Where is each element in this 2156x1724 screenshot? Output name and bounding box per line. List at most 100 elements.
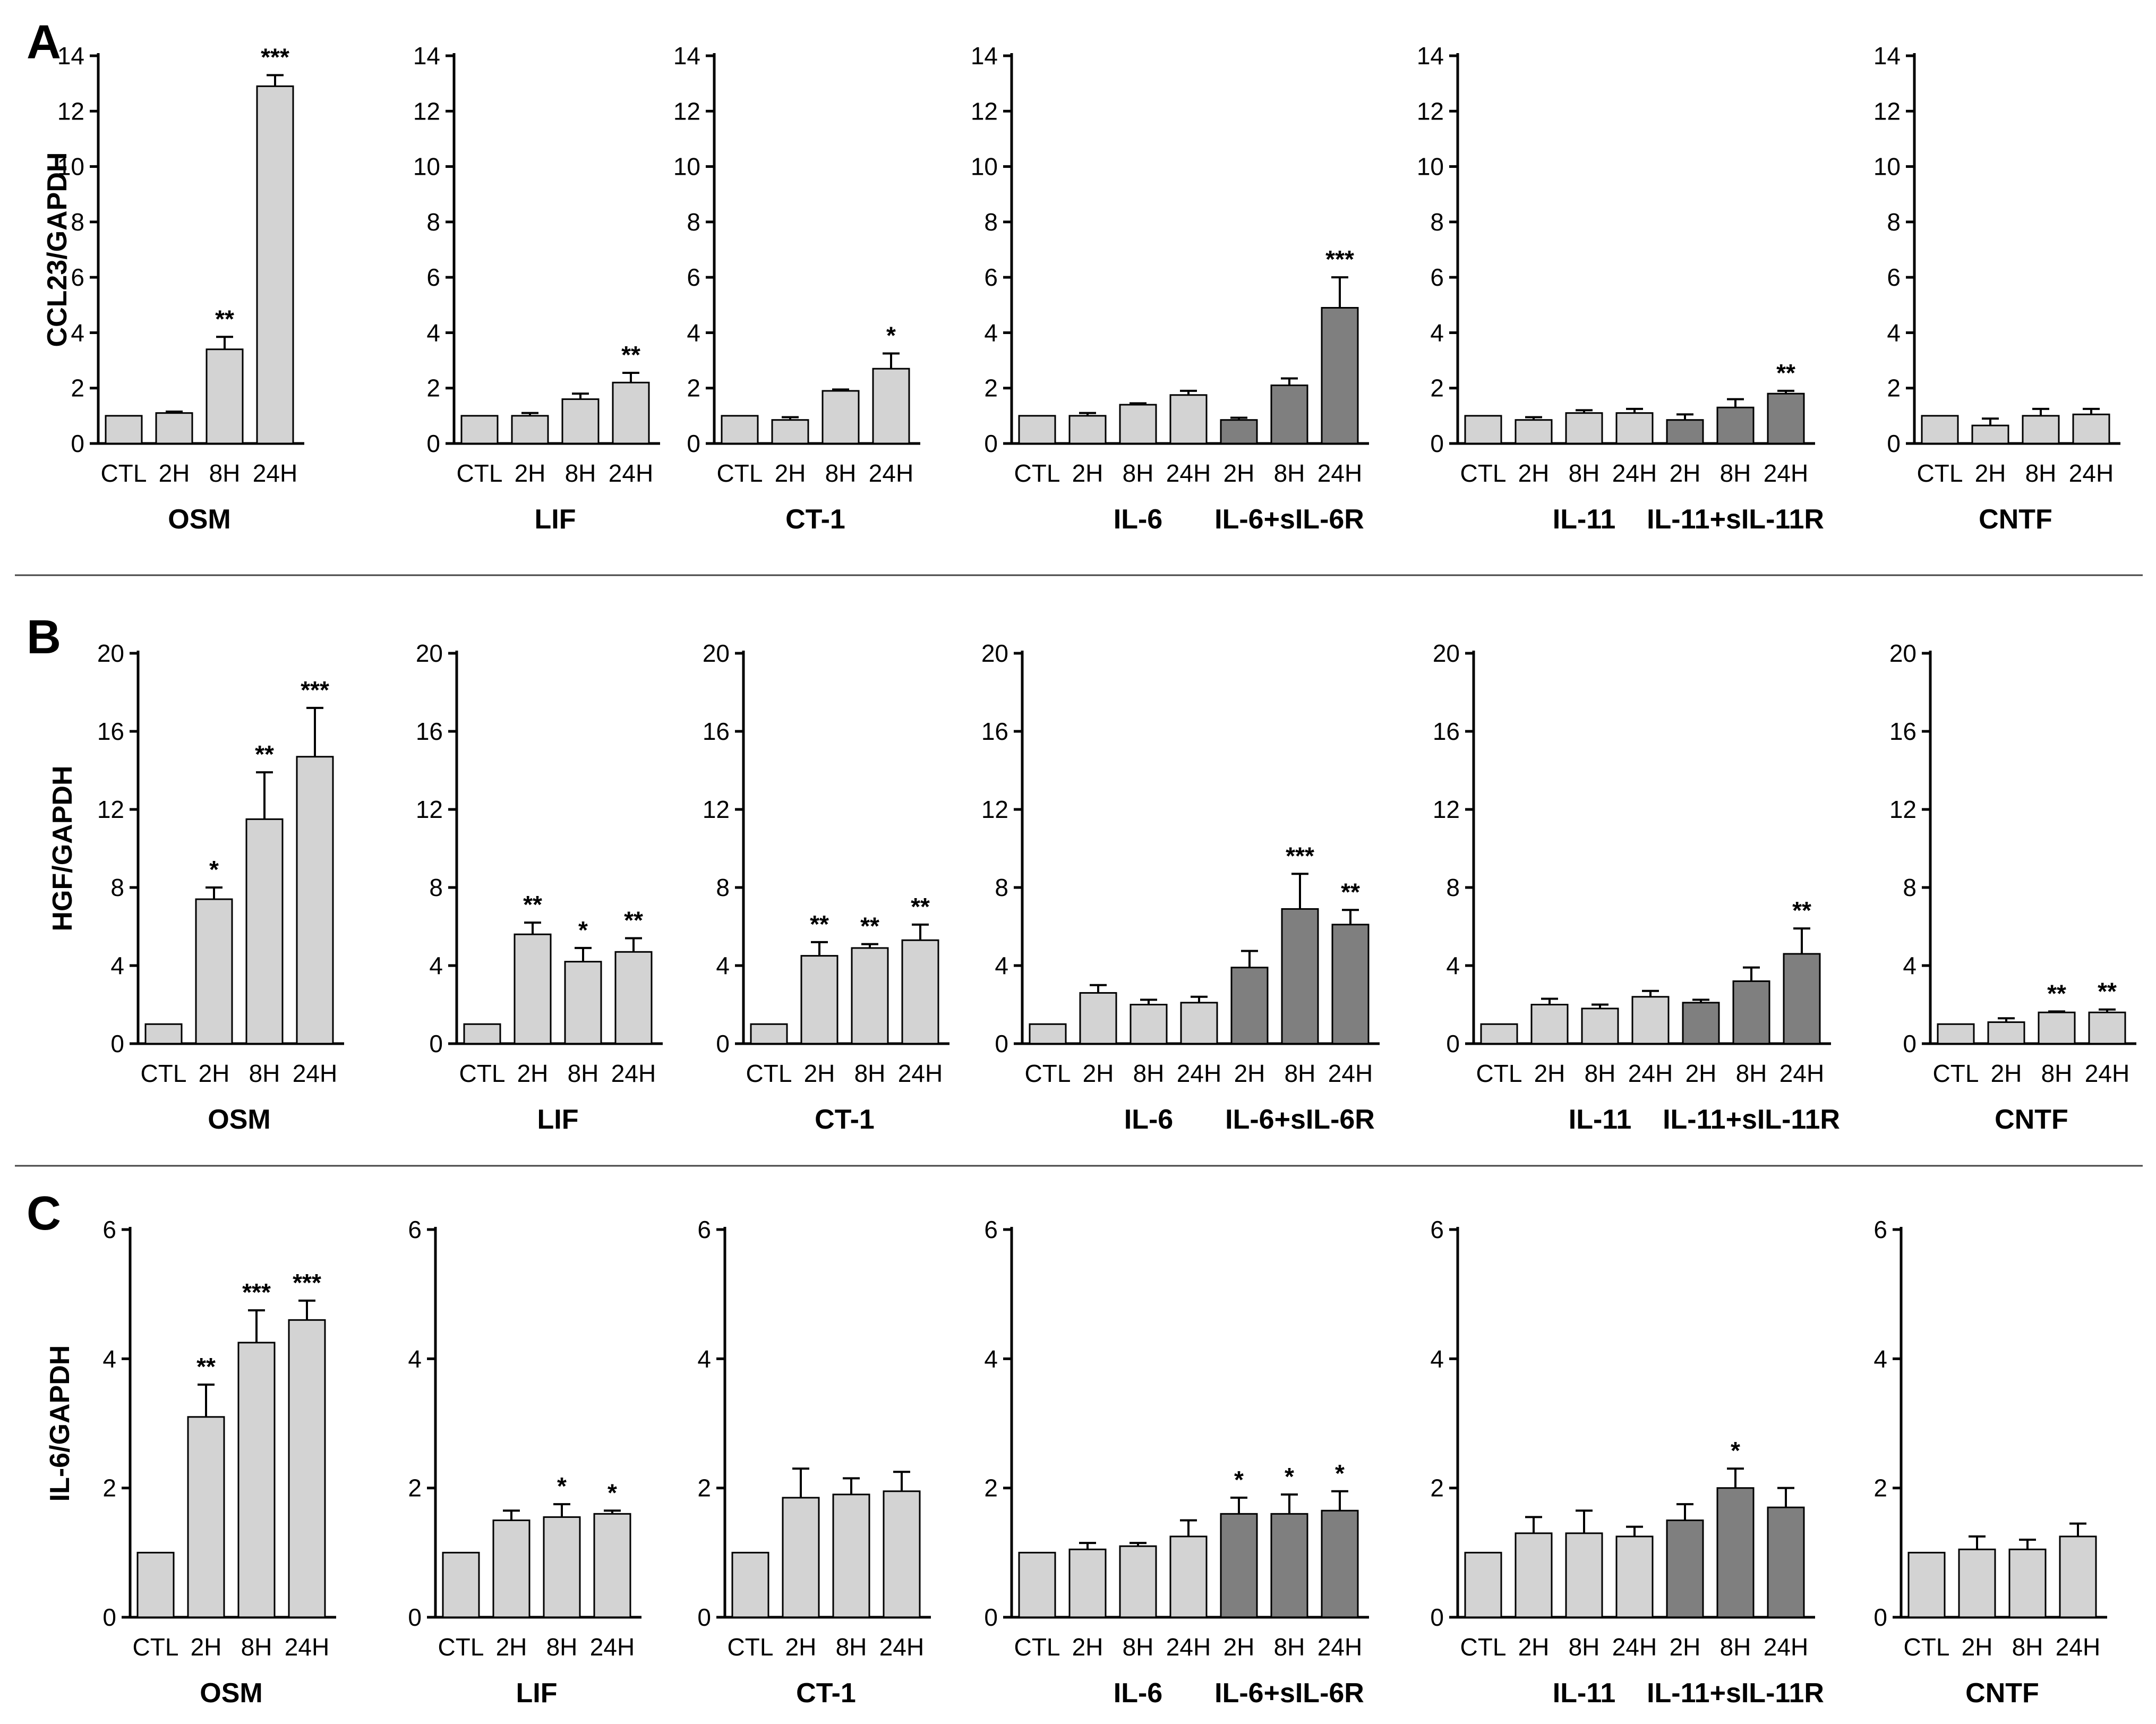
bar <box>561 398 600 445</box>
y-tick-label: 0 <box>426 430 440 457</box>
bar <box>442 1551 480 1618</box>
category-label: 8H <box>836 1633 867 1661</box>
significance-label: ** <box>2098 978 2117 1005</box>
bar <box>1270 385 1308 445</box>
bar <box>1220 419 1258 445</box>
category-label: 8H <box>1274 459 1305 487</box>
y-tick-label: 20 <box>416 639 443 667</box>
category-label: 8H <box>565 459 596 487</box>
bar <box>1565 412 1603 445</box>
category-label: 2H <box>1224 1633 1255 1661</box>
y-tick-label: 0 <box>984 1603 998 1631</box>
bar <box>1119 404 1157 445</box>
category-label: CTL <box>746 1060 792 1087</box>
y-tick-label: 4 <box>1887 319 1901 346</box>
y-tick-label: 20 <box>97 639 124 667</box>
group-label: CT-1 <box>796 1678 856 1709</box>
category-label: 2H <box>1991 1060 2022 1087</box>
significance-label: ** <box>621 341 640 369</box>
bar <box>1921 415 1959 445</box>
bar <box>296 756 334 1045</box>
group-label: CT-1 <box>785 504 845 535</box>
category-label: CTL <box>457 459 503 487</box>
category-label: 8H <box>1736 1060 1767 1087</box>
group-label: CT-1 <box>815 1104 875 1135</box>
bar <box>463 1023 501 1045</box>
significance-label: * <box>1285 1463 1294 1490</box>
y-tick-label: 0 <box>110 1030 124 1057</box>
y-tick-label: 10 <box>1417 153 1444 181</box>
group-label: OSM <box>208 1104 270 1135</box>
category-label: 2H <box>199 1060 230 1087</box>
y-tick-label: 14 <box>1873 42 1901 70</box>
category-label: 2H <box>191 1633 222 1661</box>
y-tick-label: 0 <box>102 1603 116 1631</box>
bar <box>800 955 839 1045</box>
category-label: 8H <box>1569 459 1600 487</box>
category-label: 24H <box>1764 1633 1808 1661</box>
significance-label: * <box>886 322 896 349</box>
significance-label: ** <box>215 305 234 332</box>
y-tick-label: 8 <box>429 874 443 901</box>
category-label: 2H <box>517 1060 549 1087</box>
y-tick-label: 16 <box>97 718 124 745</box>
category-label: 8H <box>1720 1633 1751 1661</box>
category-label: 24H <box>1779 1060 1824 1087</box>
significance-label: *** <box>261 44 289 71</box>
group-label: IL-11 <box>1569 1104 1632 1135</box>
bar <box>288 1319 326 1618</box>
significance-label: ** <box>911 893 930 920</box>
category-label: CTL <box>1025 1060 1071 1087</box>
y-tick-label: 4 <box>716 952 730 979</box>
bar <box>1971 424 2009 445</box>
y-tick-label: 2 <box>984 1474 998 1502</box>
category-label: 8H <box>1123 459 1154 487</box>
y-tick-label: 6 <box>697 1216 711 1243</box>
bar <box>2038 1011 2076 1045</box>
group-label: IL-6+sIL-6R <box>1214 504 1364 535</box>
y-tick-label: 4 <box>697 1345 711 1372</box>
y-tick-label: 6 <box>102 1216 116 1243</box>
category-label: 8H <box>825 459 857 487</box>
y-tick-label: 0 <box>71 430 84 457</box>
y-tick-label: 12 <box>971 97 998 125</box>
category-label: 24H <box>879 1633 924 1661</box>
bar <box>1631 996 1670 1045</box>
category-label: CTL <box>1904 1633 1950 1661</box>
y-tick-label: 4 <box>984 319 998 346</box>
category-label: 2H <box>496 1633 527 1661</box>
y-tick-label: 12 <box>1417 97 1444 125</box>
category-label: 24H <box>869 459 913 487</box>
significance-label: ** <box>1776 359 1795 387</box>
category-label: 2H <box>1670 459 1701 487</box>
y-tick-label: 8 <box>1446 874 1460 901</box>
bar <box>1169 394 1208 445</box>
group-label: LIF <box>537 1104 579 1135</box>
group-label: CNTF <box>1965 1678 2039 1709</box>
significance-label: * <box>608 1479 617 1506</box>
bar <box>2088 1011 2126 1045</box>
category-label: CTL <box>1933 1060 1979 1087</box>
y-tick-label: 2 <box>71 374 84 402</box>
bar <box>1515 419 1553 445</box>
category-label: 2H <box>1083 1060 1114 1087</box>
y-tick-label: 8 <box>1430 208 1444 236</box>
y-tick-label: 12 <box>1433 796 1460 823</box>
bar <box>1270 1513 1308 1618</box>
y-tick-label: 12 <box>1873 97 1901 125</box>
category-label: 8H <box>1285 1060 1316 1087</box>
category-label: 24H <box>1612 459 1657 487</box>
significance-label: * <box>578 916 588 944</box>
bar <box>1130 1004 1168 1045</box>
category-label: 2H <box>1518 1633 1550 1661</box>
category-label: 24H <box>590 1633 635 1661</box>
category-label: CTL <box>728 1633 774 1661</box>
bar <box>136 1551 175 1618</box>
category-label: CTL <box>133 1633 179 1661</box>
bar <box>1018 415 1056 445</box>
y-tick-label: 8 <box>426 208 440 236</box>
y-tick-label: 6 <box>71 263 84 291</box>
bar <box>1029 1023 1067 1045</box>
y-tick-label: 8 <box>716 874 730 901</box>
